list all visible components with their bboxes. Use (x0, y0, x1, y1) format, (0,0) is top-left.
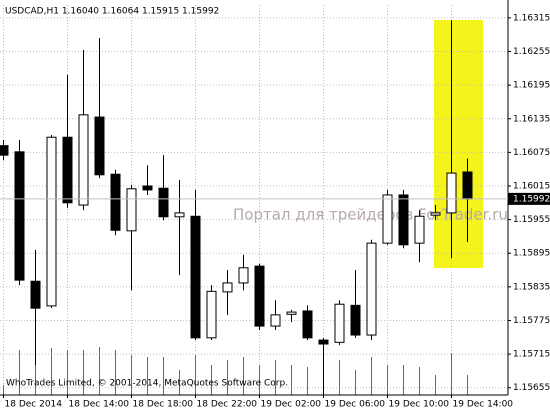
candle-body (238, 267, 249, 284)
y-tick-label: 1.15775 (513, 316, 550, 326)
candle-body (62, 136, 73, 204)
candle-body (334, 303, 345, 343)
candle-body (174, 212, 185, 218)
candle-body (270, 314, 281, 327)
candle-body (254, 265, 265, 327)
candle-body (142, 185, 153, 191)
candle-body (190, 215, 201, 339)
current-price-box (508, 192, 550, 205)
candle-body (286, 311, 297, 315)
x-tick-label: 19 Dec 06:00 (325, 400, 386, 410)
highlight-box (434, 20, 483, 268)
y-tick-label: 1.15655 (513, 383, 550, 393)
candle-body (78, 114, 89, 206)
candle-body (366, 242, 377, 336)
x-tick-label: 18 Dec 14:00 (69, 400, 130, 410)
y-tick-label: 1.16015 (513, 181, 550, 191)
x-tick-label: 19 Dec 02:00 (261, 400, 322, 410)
candle-body (158, 187, 169, 218)
candle-body (206, 290, 217, 339)
y-tick-label: 1.15895 (513, 249, 550, 259)
watermark: Портал для трейдеров ForTrader.ru (233, 206, 508, 224)
y-tick-label: 1.16195 (513, 81, 550, 91)
y-tick-label: 1.16255 (513, 47, 550, 57)
y-tick-label: 1.15835 (513, 282, 550, 292)
candle-body (302, 310, 313, 339)
x-tick-label: 18 Dec 18:00 (133, 400, 194, 410)
candle-body (94, 116, 105, 176)
candle-body (46, 136, 57, 307)
candle-body (110, 173, 121, 231)
y-tick-label: 1.15715 (513, 350, 550, 360)
candle-body (382, 194, 393, 244)
chart-title: USDCAD,H1 1.16040 1.16064 1.15915 1.1599… (5, 7, 219, 17)
candle-body (398, 194, 409, 246)
candle-body (462, 171, 473, 200)
x-tick-label: 18 Dec 2014 (5, 400, 63, 410)
candle-body (446, 172, 457, 214)
candle-body (222, 282, 233, 293)
candle-body (30, 280, 41, 309)
candle-body (430, 212, 441, 216)
copyright: WhoTrades Limited, © 2001-2014, MetaQuot… (6, 379, 288, 389)
candle-body (318, 339, 329, 345)
candle-body (14, 151, 25, 281)
y-tick-label: 1.16315 (513, 13, 550, 23)
x-tick-label: 19 Dec 14:00 (453, 400, 514, 410)
x-tick-label: 18 Dec 22:00 (197, 400, 258, 410)
y-tick-label: 1.16135 (513, 114, 550, 124)
candle-body (0, 145, 9, 156)
y-tick-label: 1.16075 (513, 148, 550, 158)
candle-body (126, 188, 137, 232)
candle-body (350, 304, 361, 336)
y-tick-label: 1.15955 (513, 215, 550, 225)
x-tick-label: 19 Dec 10:00 (389, 400, 450, 410)
current-price-label: 1.15992 (513, 194, 550, 204)
candle-body (414, 215, 425, 244)
